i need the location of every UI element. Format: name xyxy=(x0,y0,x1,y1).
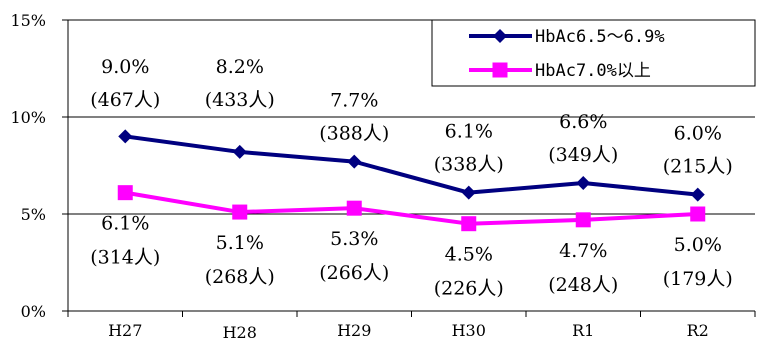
data-label: (248人) xyxy=(548,274,618,296)
y-tick-label: 5% xyxy=(21,205,46,224)
data-label: 5.0% xyxy=(674,234,722,256)
x-tick-label: R2 xyxy=(687,321,709,340)
data-label: 6.1% xyxy=(445,121,493,143)
data-label: 4.5% xyxy=(445,244,493,266)
legend-marker xyxy=(492,62,508,78)
y-tick-label: 0% xyxy=(21,302,46,321)
legend-label: HbAc7.0%以上 xyxy=(535,61,651,81)
data-point xyxy=(347,154,362,169)
data-point xyxy=(117,185,133,201)
series-line xyxy=(124,134,698,197)
data-label: (226人) xyxy=(434,278,504,300)
data-label: (388人) xyxy=(319,123,389,145)
data-point xyxy=(690,206,706,222)
data-label: (268人) xyxy=(205,266,275,288)
y-tick-label: 10% xyxy=(10,108,46,127)
data-label: 6.0% xyxy=(674,123,722,145)
axis-tick-labels: 0% 5% 10% 15% H27 H28 H29 H30 R1 R2 xyxy=(10,11,708,342)
legend: HbAc6.5〜6.9% HbAc7.0%以上 xyxy=(431,19,756,87)
data-point xyxy=(461,185,476,200)
data-label: 4.7% xyxy=(559,240,607,262)
data-label: 5.1% xyxy=(216,232,264,254)
data-label: (433人) xyxy=(205,89,275,111)
data-label: (314人) xyxy=(90,247,160,269)
data-label: (266人) xyxy=(319,262,389,284)
data-point xyxy=(232,144,247,159)
data-point xyxy=(575,212,591,228)
data-label: (215人) xyxy=(663,156,733,178)
data-label: 6.1% xyxy=(101,213,149,235)
x-tick-label: H30 xyxy=(452,321,486,340)
data-point xyxy=(690,187,705,202)
y-tick-label: 15% xyxy=(10,11,46,30)
data-labels: 9.0% (467人) 8.2% (433人) 7.7% (388人) 6.1% (338人)… xyxy=(90,56,733,300)
data-label: 6.6% xyxy=(559,111,607,133)
x-tick-label: H29 xyxy=(337,321,371,340)
data-label: 5.3% xyxy=(330,228,378,250)
data-label: (349人) xyxy=(548,144,618,166)
data-label: 9.0% xyxy=(101,56,149,78)
data-label: (179人) xyxy=(663,268,733,290)
legend-label: HbAc6.5〜6.9% xyxy=(535,27,665,47)
axes xyxy=(62,19,756,317)
data-point xyxy=(346,200,362,216)
legend-marker xyxy=(493,29,507,43)
data-point xyxy=(461,216,477,232)
data-point xyxy=(118,129,133,144)
legend-box xyxy=(431,19,756,87)
data-label: 8.2% xyxy=(216,56,264,78)
series-lines xyxy=(117,129,706,232)
data-label: (467人) xyxy=(90,89,160,111)
x-tick-label: R1 xyxy=(572,321,594,340)
data-point xyxy=(576,175,591,190)
data-label: 7.7% xyxy=(330,90,378,112)
data-point xyxy=(232,204,248,220)
data-label: (338人) xyxy=(434,154,504,176)
x-tick-label: H27 xyxy=(108,321,142,340)
x-tick-label: H28 xyxy=(223,323,257,342)
series-line xyxy=(124,190,698,226)
